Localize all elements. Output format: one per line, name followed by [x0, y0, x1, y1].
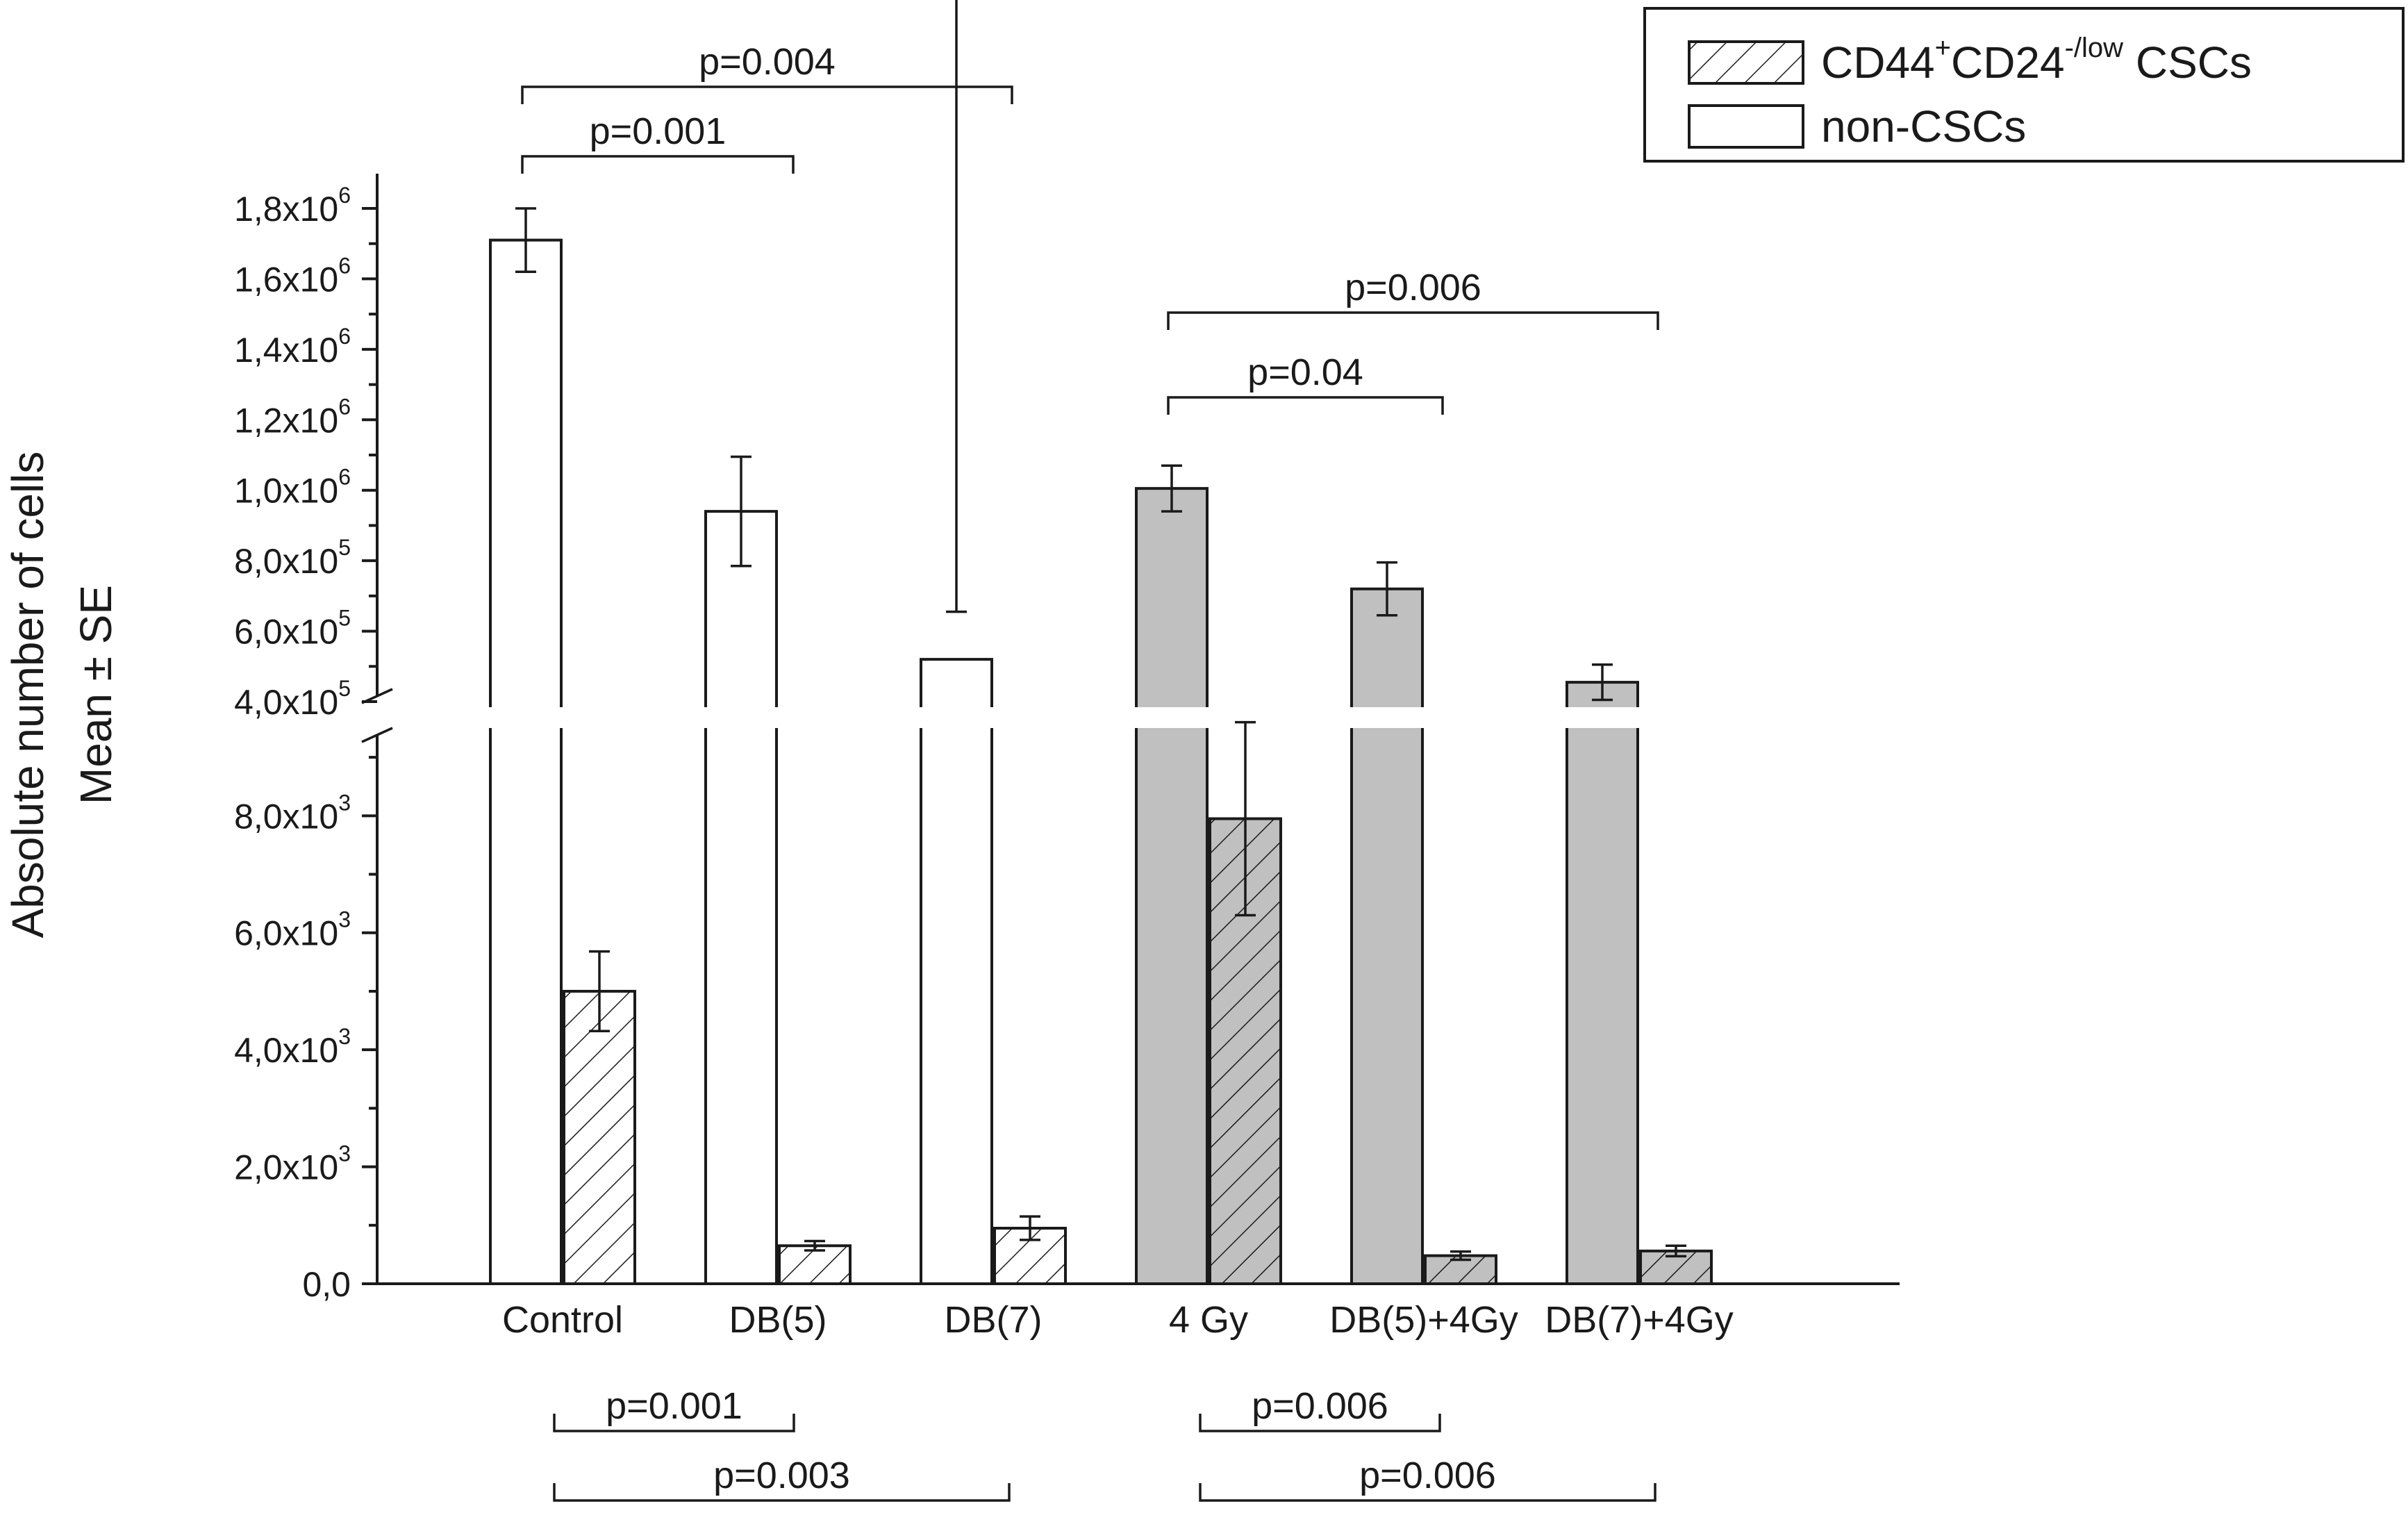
x-tick-label: DB(7)+4Gy [1545, 1299, 1734, 1341]
p-value-label: p=0.04 [1247, 352, 1363, 393]
bar-noncsc-Control [490, 240, 561, 1284]
bar-break-gap [488, 707, 563, 728]
y-axis-label-line1: Absolute number of cells [3, 452, 53, 939]
p-value-label: p=0.001 [606, 1385, 742, 1427]
error-bar-csc [1020, 1215, 1040, 1241]
p-value-label: p=0.001 [590, 110, 726, 152]
bar-noncsc-DB(5)+4Gy [1352, 588, 1422, 1284]
y-lower-tick-label: 6,0x103 [234, 907, 351, 953]
error-bar-noncsc [1377, 561, 1397, 617]
bar-noncsc-4 Gy [1136, 488, 1207, 1284]
error-bar-csc [1450, 1250, 1471, 1262]
axes-layer: Control DB(5) DB(7) 4 Gy DB(5)+4Gy DB(7)+4Gy 0… [234, 174, 1900, 1341]
bar-break-gap [1350, 707, 1425, 728]
p-value-label: p=0.006 [1252, 1385, 1388, 1427]
error-bar-csc [1666, 1244, 1686, 1258]
y-upper-tick-label: 6,0x105 [234, 606, 351, 652]
significance-bracket-top [521, 85, 1013, 104]
x-tick-label: Control [502, 1299, 623, 1341]
y-axis-label-line2: Mean ± SE [71, 585, 121, 804]
axis-break-marks [361, 688, 393, 743]
y-upper-tick-label: 1,4x106 [234, 324, 351, 370]
bar-noncsc-DB(5) [706, 511, 777, 1284]
legend-label-csc: CD44+CD24-/low CSCs [1821, 33, 2252, 88]
p-value-label: p=0.006 [1359, 1455, 1496, 1496]
significance-bracket-top [1167, 311, 1659, 330]
p-value-label: p=0.006 [1345, 267, 1481, 308]
bar-noncsc-outline [920, 658, 993, 1284]
p-value-label: p=0.004 [699, 41, 836, 83]
significance-bracket-top [521, 155, 795, 174]
significance-bracket-bottom [553, 1414, 795, 1432]
y-upper-tick-label: 4,0x105 [234, 676, 351, 722]
y-upper-tick-label: 8,0x105 [234, 535, 351, 581]
error-bar-csc [804, 1239, 825, 1252]
error-bar-noncsc [1592, 663, 1613, 702]
significance-bracket-bottom [1199, 1483, 1656, 1502]
bar-break-gap [1565, 707, 1640, 728]
x-tick-label: DB(5) [729, 1299, 827, 1341]
p-value-label: p=0.003 [713, 1455, 850, 1496]
bars-layer [488, 0, 1713, 1286]
bar-break-gap [919, 707, 994, 728]
bar-noncsc-DB(7)+4Gy [1567, 682, 1638, 1284]
significance-bracket-bottom [1199, 1414, 1441, 1432]
bar-break-gap [704, 707, 779, 728]
significance-bracket-bottom [553, 1483, 1011, 1502]
legend: CD44+CD24-/low CSCs non-CSCs [1643, 7, 2405, 163]
legend-swatch-csc [1688, 40, 1804, 85]
bar-csc-Control [563, 989, 636, 1286]
bar-break-gap [1134, 707, 1209, 728]
x-tick-label: 4 Gy [1169, 1299, 1248, 1341]
error-bar-noncsc [1161, 464, 1182, 513]
error-bar-noncsc [731, 455, 752, 568]
legend-swatch-noncsc [1688, 104, 1804, 149]
y-lower-tick-label: 2,0x103 [234, 1141, 351, 1187]
significance-layer: p=0.004 p=0.001 p=0.006 p=0.04 p=0.001 p=0.00… [521, 41, 1659, 1502]
y-upper-tick-label: 1,8x106 [234, 183, 351, 229]
x-tick-label: DB(5)+4Gy [1329, 1299, 1518, 1341]
y-upper-tick-label: 1,2x106 [234, 394, 351, 440]
y-lower-tick-label: 8,0x103 [234, 790, 351, 836]
significance-bracket-top [1167, 396, 1444, 415]
legend-label-noncsc: non-CSCs [1821, 101, 2026, 151]
y-upper-tick-label: 1,0x106 [234, 465, 351, 511]
y-upper-tick-label: 1,6x106 [234, 253, 351, 299]
bar-noncsc-DB(7) [921, 659, 992, 1284]
y-lower-tick-label: 0,0 [302, 1265, 351, 1304]
y-lower-tick-label: 4,0x103 [234, 1024, 351, 1070]
x-tick-label: DB(7) [944, 1299, 1042, 1341]
error-bar-csc [1235, 720, 1256, 917]
error-bar-noncsc [515, 207, 536, 274]
error-bar-csc [589, 950, 610, 1032]
error-bar-noncsc [946, 0, 967, 613]
